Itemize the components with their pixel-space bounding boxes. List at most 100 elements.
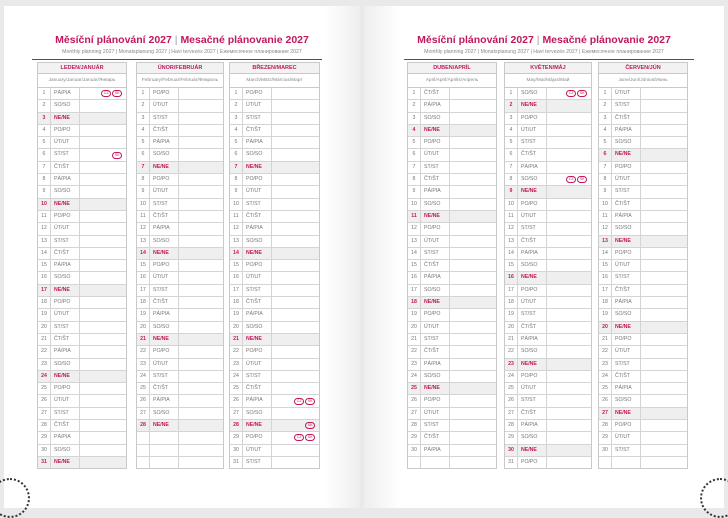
note-cell[interactable]	[272, 383, 319, 394]
note-cell[interactable]	[450, 149, 496, 160]
day-row[interactable]: 14 NE/NE	[230, 247, 319, 261]
day-row[interactable]: 3 PO/PO	[505, 112, 591, 125]
note-cell[interactable]	[547, 309, 591, 320]
note-cell[interactable]	[547, 297, 591, 308]
note-cell[interactable]	[179, 248, 223, 259]
day-row[interactable]: 22 PO/PO	[137, 346, 223, 359]
note-cell[interactable]	[547, 322, 591, 333]
day-row[interactable]	[137, 444, 223, 457]
day-row[interactable]: 11 ČT/ŠT	[137, 210, 223, 224]
day-row[interactable]: 12 SO/SO	[599, 223, 687, 236]
day-row[interactable]: 28 ST/ST	[408, 420, 496, 433]
day-row[interactable]: 11 ČT/ŠT	[230, 210, 319, 224]
day-row[interactable]: 18 NE/NE	[408, 297, 496, 310]
note-cell[interactable]	[547, 211, 591, 222]
note-cell[interactable]	[80, 371, 126, 382]
day-row[interactable]: 1 PÁ/PIA CZ SK	[38, 88, 126, 101]
note-cell[interactable]	[179, 420, 223, 431]
note-cell[interactable]	[272, 272, 319, 283]
note-cell[interactable]	[641, 211, 687, 222]
day-row[interactable]: 24 ST/ST	[137, 370, 223, 384]
note-cell[interactable]	[547, 199, 591, 210]
day-row[interactable]: 28 NE/NE	[137, 420, 223, 433]
day-row[interactable]: 6 ÚT/UT	[408, 149, 496, 162]
note-cell[interactable]	[450, 223, 496, 234]
day-row[interactable]: 5 PO/PO	[408, 137, 496, 150]
note-cell[interactable]	[80, 162, 126, 173]
note-cell[interactable]	[547, 359, 591, 370]
day-row[interactable]: 30 PÁ/PIA	[408, 444, 496, 457]
note-cell[interactable]	[641, 248, 687, 259]
note-cell[interactable]	[547, 395, 591, 406]
note-cell[interactable]: SK	[272, 420, 319, 431]
note-cell[interactable]	[272, 125, 319, 136]
day-row[interactable]: 1 PO/PO	[230, 88, 319, 101]
day-row[interactable]: 19 ST/ST	[505, 309, 591, 322]
day-row[interactable]: 10 ČT/ŠT	[599, 198, 687, 211]
day-row[interactable]: 9 ÚT/UT	[137, 186, 223, 199]
note-cell[interactable]	[450, 309, 496, 320]
note-cell[interactable]: CZ SK	[547, 174, 591, 185]
note-cell[interactable]	[641, 334, 687, 345]
note-cell[interactable]	[641, 309, 687, 320]
note-cell[interactable]	[450, 285, 496, 296]
day-row[interactable]: 21 NE/NE	[230, 333, 319, 347]
day-row[interactable]: 29 PO/PO CZ SK	[230, 432, 319, 445]
day-row[interactable]: 8 SO/SO CZ SK	[505, 174, 591, 187]
note-cell[interactable]	[641, 346, 687, 357]
day-row[interactable]: 21 ČT/ŠT	[38, 333, 126, 347]
day-row[interactable]: 25 PÁ/PIA	[599, 383, 687, 396]
day-row[interactable]: 26 PÁ/PIA	[137, 395, 223, 408]
day-row[interactable]: 13 SO/SO	[137, 235, 223, 248]
note-cell[interactable]	[272, 322, 319, 333]
note-cell[interactable]	[272, 248, 319, 259]
day-row[interactable]: 19 ÚT/UT	[38, 309, 126, 322]
day-row[interactable]	[599, 456, 687, 469]
note-cell[interactable]	[80, 248, 126, 259]
note-cell[interactable]: SK	[80, 149, 126, 160]
day-row[interactable]: 13 SO/SO	[230, 235, 319, 248]
note-cell[interactable]	[547, 260, 591, 271]
note-cell[interactable]	[80, 359, 126, 370]
note-cell[interactable]	[272, 408, 319, 419]
day-row[interactable]: 9 SO/SO	[38, 186, 126, 199]
day-row[interactable]: 3 ST/ST	[137, 112, 223, 125]
day-row[interactable]: 22 PO/PO	[230, 346, 319, 359]
day-row[interactable]: 23 NE/NE	[505, 358, 591, 371]
day-row[interactable]: 2 SO/SO	[38, 100, 126, 113]
day-row[interactable]	[408, 456, 496, 469]
note-cell[interactable]	[641, 322, 687, 333]
day-row[interactable]: 10 ST/ST	[230, 198, 319, 211]
note-cell[interactable]	[450, 445, 496, 456]
note-cell[interactable]	[179, 186, 223, 197]
day-row[interactable]: 9 NE/NE	[505, 186, 591, 199]
note-cell[interactable]	[272, 199, 319, 210]
note-cell[interactable]	[272, 174, 319, 185]
day-row[interactable]: 30 SO/SO	[38, 444, 126, 457]
day-row[interactable]: 20 ČT/ŠT	[505, 321, 591, 334]
day-row[interactable]: 21 PÁ/PIA	[505, 333, 591, 347]
note-cell[interactable]	[179, 334, 223, 345]
note-cell[interactable]	[179, 297, 223, 308]
day-row[interactable]: 16 ST/ST	[599, 272, 687, 285]
day-row[interactable]: 25 ČT/ŠT	[230, 383, 319, 396]
note-cell[interactable]	[272, 334, 319, 345]
note-cell[interactable]	[450, 137, 496, 148]
note-cell[interactable]	[547, 346, 591, 357]
day-row[interactable]: 25 ÚT/UT	[505, 383, 591, 396]
note-cell[interactable]	[80, 383, 126, 394]
note-cell[interactable]	[450, 236, 496, 247]
day-row[interactable]: 26 ÚT/UT	[38, 395, 126, 408]
day-row[interactable]: 9 ÚT/UT	[230, 186, 319, 199]
note-cell[interactable]	[641, 359, 687, 370]
note-cell[interactable]	[450, 322, 496, 333]
note-cell[interactable]	[80, 457, 126, 468]
day-row[interactable]: 5 PÁ/PIA	[230, 137, 319, 150]
day-row[interactable]: 18 ČT/ŠT	[137, 297, 223, 310]
day-row[interactable]: 16 SO/SO	[38, 272, 126, 285]
day-row[interactable]: 12 PÁ/PIA	[230, 223, 319, 236]
note-cell[interactable]	[547, 162, 591, 173]
note-cell[interactable]	[547, 236, 591, 247]
day-row[interactable]: 15 PO/PO	[137, 260, 223, 273]
note-cell[interactable]	[547, 223, 591, 234]
